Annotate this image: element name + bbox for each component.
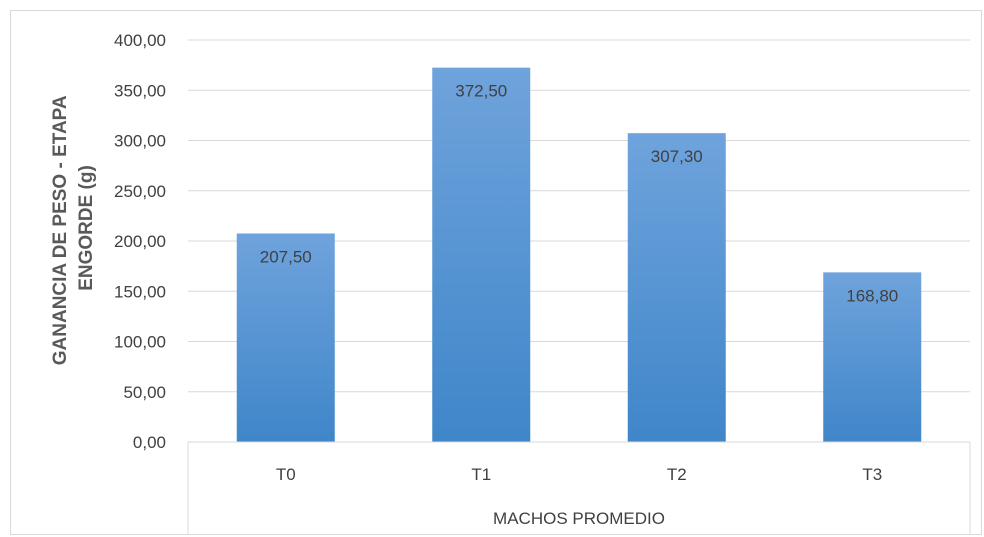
bar-t0 [236,233,335,442]
data-labels: 207,50 372,50 307,30 168,80 [260,82,899,306]
bar-t2 [627,133,726,442]
y-tick-label: 0,00 [133,433,166,452]
y-tick-label: 50,00 [123,383,166,402]
x-axis-title: MACHOS PROMEDIO [493,509,665,528]
y-tick-label: 150,00 [114,282,166,301]
category-label-t3: T3 [862,465,882,484]
category-label-t0: T0 [276,465,296,484]
y-tick-label: 400,00 [114,31,166,50]
y-tick-label: 250,00 [114,182,166,201]
data-label-t1: 372,50 [455,82,507,101]
y-tick-label: 300,00 [114,132,166,151]
category-label-t1: T1 [471,465,491,484]
y-tick-label: 100,00 [114,333,166,352]
y-tick-label: 200,00 [114,232,166,251]
data-label-t0: 207,50 [260,247,312,266]
x-axis-categories: T0 T1 T2 T3 [276,465,882,484]
bar-t3 [823,272,922,442]
y-tick-label: 350,00 [114,81,166,100]
bars [236,67,922,442]
y-axis-title-line-1: GANANCIA DE PESO - ETAPA [50,95,71,365]
data-label-t2: 307,30 [651,147,703,166]
y-axis-title: GANANCIA DE PESO - ETAPA ENGORDE (g) [50,91,97,365]
y-axis-ticks: 0,00 50,00 100,00 150,00 200,00 250,00 300,00 3… [114,31,166,452]
bar-t1 [432,67,531,442]
y-axis-title-line-2: ENGORDE (g) [76,165,97,291]
data-label-t3: 168,80 [846,286,898,305]
category-label-t2: T2 [667,465,687,484]
